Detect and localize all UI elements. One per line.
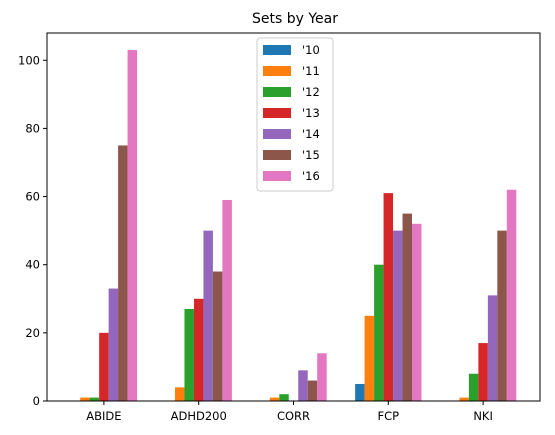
bar-abide-series-6 bbox=[127, 50, 138, 401]
bar-adhd200-series-4 bbox=[203, 230, 213, 401]
bar-nki-series-4 bbox=[487, 295, 498, 401]
legend-swatch bbox=[263, 129, 291, 139]
legend-label: '13 bbox=[302, 106, 320, 120]
bars-layer bbox=[80, 50, 517, 401]
legend-swatch bbox=[263, 66, 291, 76]
x-tick-label: CORR bbox=[277, 409, 310, 423]
legend-label: '15 bbox=[302, 148, 320, 162]
bar-adhd200-series-2 bbox=[184, 309, 194, 401]
legend: '10 '11 '12 '13 '14 '15 '16 bbox=[256, 37, 334, 192]
bar-nki-series-1 bbox=[459, 397, 469, 401]
bar-corr-series-6 bbox=[317, 353, 327, 401]
bar-abide-series-5 bbox=[118, 145, 128, 401]
bar-nki-series-3 bbox=[478, 343, 488, 401]
legend-swatch bbox=[263, 87, 291, 97]
bar-adhd200-series-1 bbox=[174, 387, 185, 401]
bar-abide-series-3 bbox=[99, 332, 109, 401]
bar-fcp-series-0 bbox=[355, 383, 365, 401]
bar-adhd200-series-6 bbox=[222, 199, 232, 401]
bar-fcp-series-4 bbox=[393, 230, 403, 401]
bar-corr-series-1 bbox=[269, 397, 280, 401]
x-tick-label: NKI bbox=[473, 409, 493, 423]
y-tick-label: 100 bbox=[18, 53, 40, 67]
bar-adhd200-series-3 bbox=[193, 298, 204, 401]
bar-fcp-series-1 bbox=[364, 315, 375, 401]
y-tick-label: 0 bbox=[33, 394, 40, 408]
legend-swatch bbox=[263, 171, 291, 181]
y-axis: 0 20 40 60 80 100 bbox=[18, 53, 47, 408]
x-tick-label: ABIDE bbox=[86, 409, 121, 423]
bar-fcp-series-5 bbox=[402, 213, 413, 401]
bar-nki-series-2 bbox=[468, 373, 479, 401]
bar-fcp-series-2 bbox=[374, 264, 384, 401]
y-tick-label: 20 bbox=[25, 326, 40, 340]
bar-nki-series-6 bbox=[506, 189, 517, 401]
bar-fcp-series-3 bbox=[383, 193, 394, 401]
legend-swatch bbox=[263, 45, 291, 55]
bar-abide-series-1 bbox=[80, 397, 90, 401]
bar-abide-series-2 bbox=[89, 397, 100, 401]
legend-label: '11 bbox=[302, 64, 320, 78]
x-tick-label: FCP bbox=[378, 409, 400, 423]
bar-abide-series-4 bbox=[108, 288, 119, 401]
x-axis: ABIDE ADHD200 CORR FCP NKI bbox=[86, 401, 493, 423]
legend-label: '14 bbox=[302, 127, 320, 141]
bar-corr-series-2 bbox=[279, 394, 289, 401]
bar-nki-series-5 bbox=[497, 230, 507, 401]
chart-title: Sets by Year bbox=[252, 11, 338, 27]
bar-corr-series-4 bbox=[298, 370, 308, 401]
bar-corr-series-5 bbox=[307, 380, 318, 401]
legend-swatch bbox=[263, 150, 291, 160]
legend-label: '10 bbox=[302, 43, 320, 57]
x-tick-label: ADHD200 bbox=[171, 409, 227, 423]
bar-adhd200-series-5 bbox=[212, 271, 223, 401]
legend-swatch bbox=[263, 108, 291, 118]
legend-label: '16 bbox=[302, 169, 320, 183]
y-tick-label: 80 bbox=[25, 121, 40, 135]
legend-label: '12 bbox=[302, 85, 320, 99]
bar-fcp-series-6 bbox=[412, 223, 422, 401]
y-tick-label: 60 bbox=[25, 190, 40, 204]
y-tick-label: 40 bbox=[25, 258, 40, 272]
